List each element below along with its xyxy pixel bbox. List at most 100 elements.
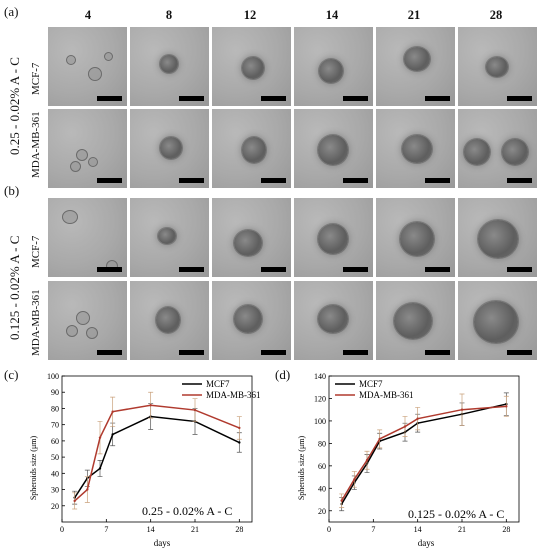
micrograph-a-mcf7-day14 xyxy=(294,27,373,106)
chart-d-xtick-label: 0 xyxy=(327,525,331,534)
chart-c-ylabel: Spheroids size (μm) xyxy=(29,436,38,501)
chart-c: Spheroids size (μm) days 0.25 - 0.02% A … xyxy=(29,372,261,548)
chart-c-ytick-label: 100 xyxy=(47,372,59,381)
micrograph-b-mda-day21 xyxy=(376,281,455,360)
micrograph-a-mcf7-day4 xyxy=(48,27,127,106)
micrograph-b-mda-day12 xyxy=(212,281,291,360)
chart-c-ytick-label: 90 xyxy=(51,388,59,397)
micrograph-b-mda-day28 xyxy=(458,281,537,360)
row-label-b-mda: MDA-MB-361 xyxy=(30,289,42,356)
chart-c-point-mda-mb-361 xyxy=(193,408,197,412)
chart-d-ytick-label: 100 xyxy=(314,417,326,426)
chart-c-point-mda-mb-361 xyxy=(73,499,76,503)
chart-c-point-mcf7 xyxy=(98,467,102,470)
chart-d-point-mda-mb-361 xyxy=(340,499,343,502)
group-label-b: 0.125 - 0.02% A - C xyxy=(7,235,22,340)
panel-label-a: (a) xyxy=(4,4,19,19)
chart-c-xtick-label: 14 xyxy=(147,525,155,534)
chart-d-xtick-label: 14 xyxy=(414,525,422,534)
chart-d-point-mda-mb-361 xyxy=(365,459,369,462)
panel-label-c: (c) xyxy=(4,367,19,382)
micrograph-a-mda-day12 xyxy=(212,109,291,188)
chart-d-point-mda-mb-361 xyxy=(353,478,356,481)
group-label-a: 0.25 - 0.02% A - C xyxy=(7,57,22,155)
chart-d-xtick-label: 21 xyxy=(458,525,466,534)
micrograph-b-mcf7-day21 xyxy=(376,198,455,277)
micrograph-a-mda-day21 xyxy=(376,109,455,188)
chart-d-series-line-mda-mb-361 xyxy=(341,405,507,502)
chart-c-point-mda-mb-361 xyxy=(238,426,241,430)
chart-d-xtick-label: 7 xyxy=(371,525,375,534)
chart-c-legend-label-mda-mb-361: MDA-MB-361 xyxy=(206,390,261,400)
micrograph-a-mcf7-day12 xyxy=(212,27,291,106)
chart-c-ytick-label: 60 xyxy=(51,437,59,446)
day-header-14: 14 xyxy=(325,8,339,22)
micrograph-a-mda-day14 xyxy=(294,109,373,188)
day-header-21: 21 xyxy=(407,8,421,22)
chart-d: Spheroids size (μm) days 0.125 - 0.02% A… xyxy=(297,372,520,548)
micrograph-b-mcf7-day12 xyxy=(212,198,291,277)
chart-d-annotation: 0.125 - 0.02% A - C xyxy=(408,507,504,521)
day-header-4: 4 xyxy=(84,8,92,22)
chart-c-xtick-label: 7 xyxy=(104,525,108,534)
chart-c-ytick-label: 30 xyxy=(51,486,59,495)
chart-c-xlabel: days xyxy=(154,538,171,548)
chart-d-point-mda-mb-361 xyxy=(403,425,407,428)
chart-c-point-mda-mb-361 xyxy=(149,404,152,407)
chart-c-ytick-label: 70 xyxy=(51,421,59,430)
micrograph-b-mda-day4 xyxy=(48,281,127,360)
chart-c-series-line-mda-mb-361 xyxy=(74,404,240,502)
micrograph-b-mcf7-day8 xyxy=(130,198,209,277)
chart-c-point-mda-mb-361 xyxy=(98,436,102,439)
row-label-a-mcf7: MCF-7 xyxy=(30,62,42,95)
chart-d-point-mda-mb-361 xyxy=(416,417,419,420)
chart-d-xtick-label: 28 xyxy=(502,525,510,534)
day-header-12: 12 xyxy=(243,8,257,22)
chart-c-annotation: 0.25 - 0.02% A - C xyxy=(142,504,232,518)
chart-c-xtick-label: 21 xyxy=(191,525,199,534)
chart-c-point-mcf7 xyxy=(111,433,114,436)
chart-d-ytick-label: 80 xyxy=(318,439,326,448)
chart-c-ytick-label: 80 xyxy=(51,404,59,413)
panel-label-b: (b) xyxy=(4,183,20,198)
micrograph-a-mcf7-day8 xyxy=(130,27,209,106)
chart-d-point-mda-mb-361 xyxy=(505,405,508,408)
micrograph-a-mcf7-day28 xyxy=(458,27,537,106)
chart-d-plot-frame xyxy=(328,375,520,523)
micrograph-a-mcf7-day21 xyxy=(376,27,455,106)
chart-d-legend-label-mda-mb-361: MDA-MB-361 xyxy=(359,390,414,400)
chart-d-ytick-label: 20 xyxy=(318,507,326,516)
micrograph-a-mda-day8 xyxy=(130,109,209,188)
chart-c-ytick-label: 20 xyxy=(51,502,59,511)
micrograph-b-mda-day8 xyxy=(130,281,209,360)
chart-c-xtick-label: 28 xyxy=(235,525,243,534)
chart-d-xlabel: days xyxy=(418,538,435,548)
row-label-a-mda: MDA-MB-361 xyxy=(30,111,42,178)
day-header-28: 28 xyxy=(489,8,503,22)
chart-d-ytick-label: 120 xyxy=(314,394,326,403)
chart-c-legend-label-mcf7: MCF7 xyxy=(206,379,230,389)
micrograph-b-mcf7-day28 xyxy=(458,198,537,277)
chart-d-ytick-label: 40 xyxy=(318,484,326,493)
row-label-b-mcf7: MCF-7 xyxy=(30,235,42,268)
chart-c-ytick-label: 40 xyxy=(51,469,59,478)
panel-label-d: (d) xyxy=(275,367,291,382)
chart-d-point-mda-mb-361 xyxy=(378,437,381,441)
chart-c-point-mda-mb-361 xyxy=(86,488,89,491)
chart-c-plot-frame xyxy=(61,375,253,523)
chart-d-ylabel: Spheroids size (μm) xyxy=(297,436,306,501)
micrograph-a-mda-day4 xyxy=(48,109,127,188)
chart-c-xtick-label: 0 xyxy=(60,525,64,534)
day-header-8: 8 xyxy=(165,8,173,22)
chart-c-point-mcf7 xyxy=(238,441,241,444)
chart-d-ytick-label: 60 xyxy=(318,462,326,471)
chart-d-legend-label-mcf7: MCF7 xyxy=(359,379,383,389)
chart-c-ytick-label: 50 xyxy=(51,453,59,462)
micrograph-b-mda-day14 xyxy=(294,281,373,360)
micrograph-b-mcf7-day4 xyxy=(48,198,127,277)
micrograph-a-mda-day28 xyxy=(458,109,537,188)
chart-c-series-line-mcf7 xyxy=(74,415,240,499)
chart-c-point-mda-mb-361 xyxy=(111,410,114,413)
chart-d-point-mda-mb-361 xyxy=(460,408,464,411)
micrograph-b-mcf7-day14 xyxy=(294,198,373,277)
